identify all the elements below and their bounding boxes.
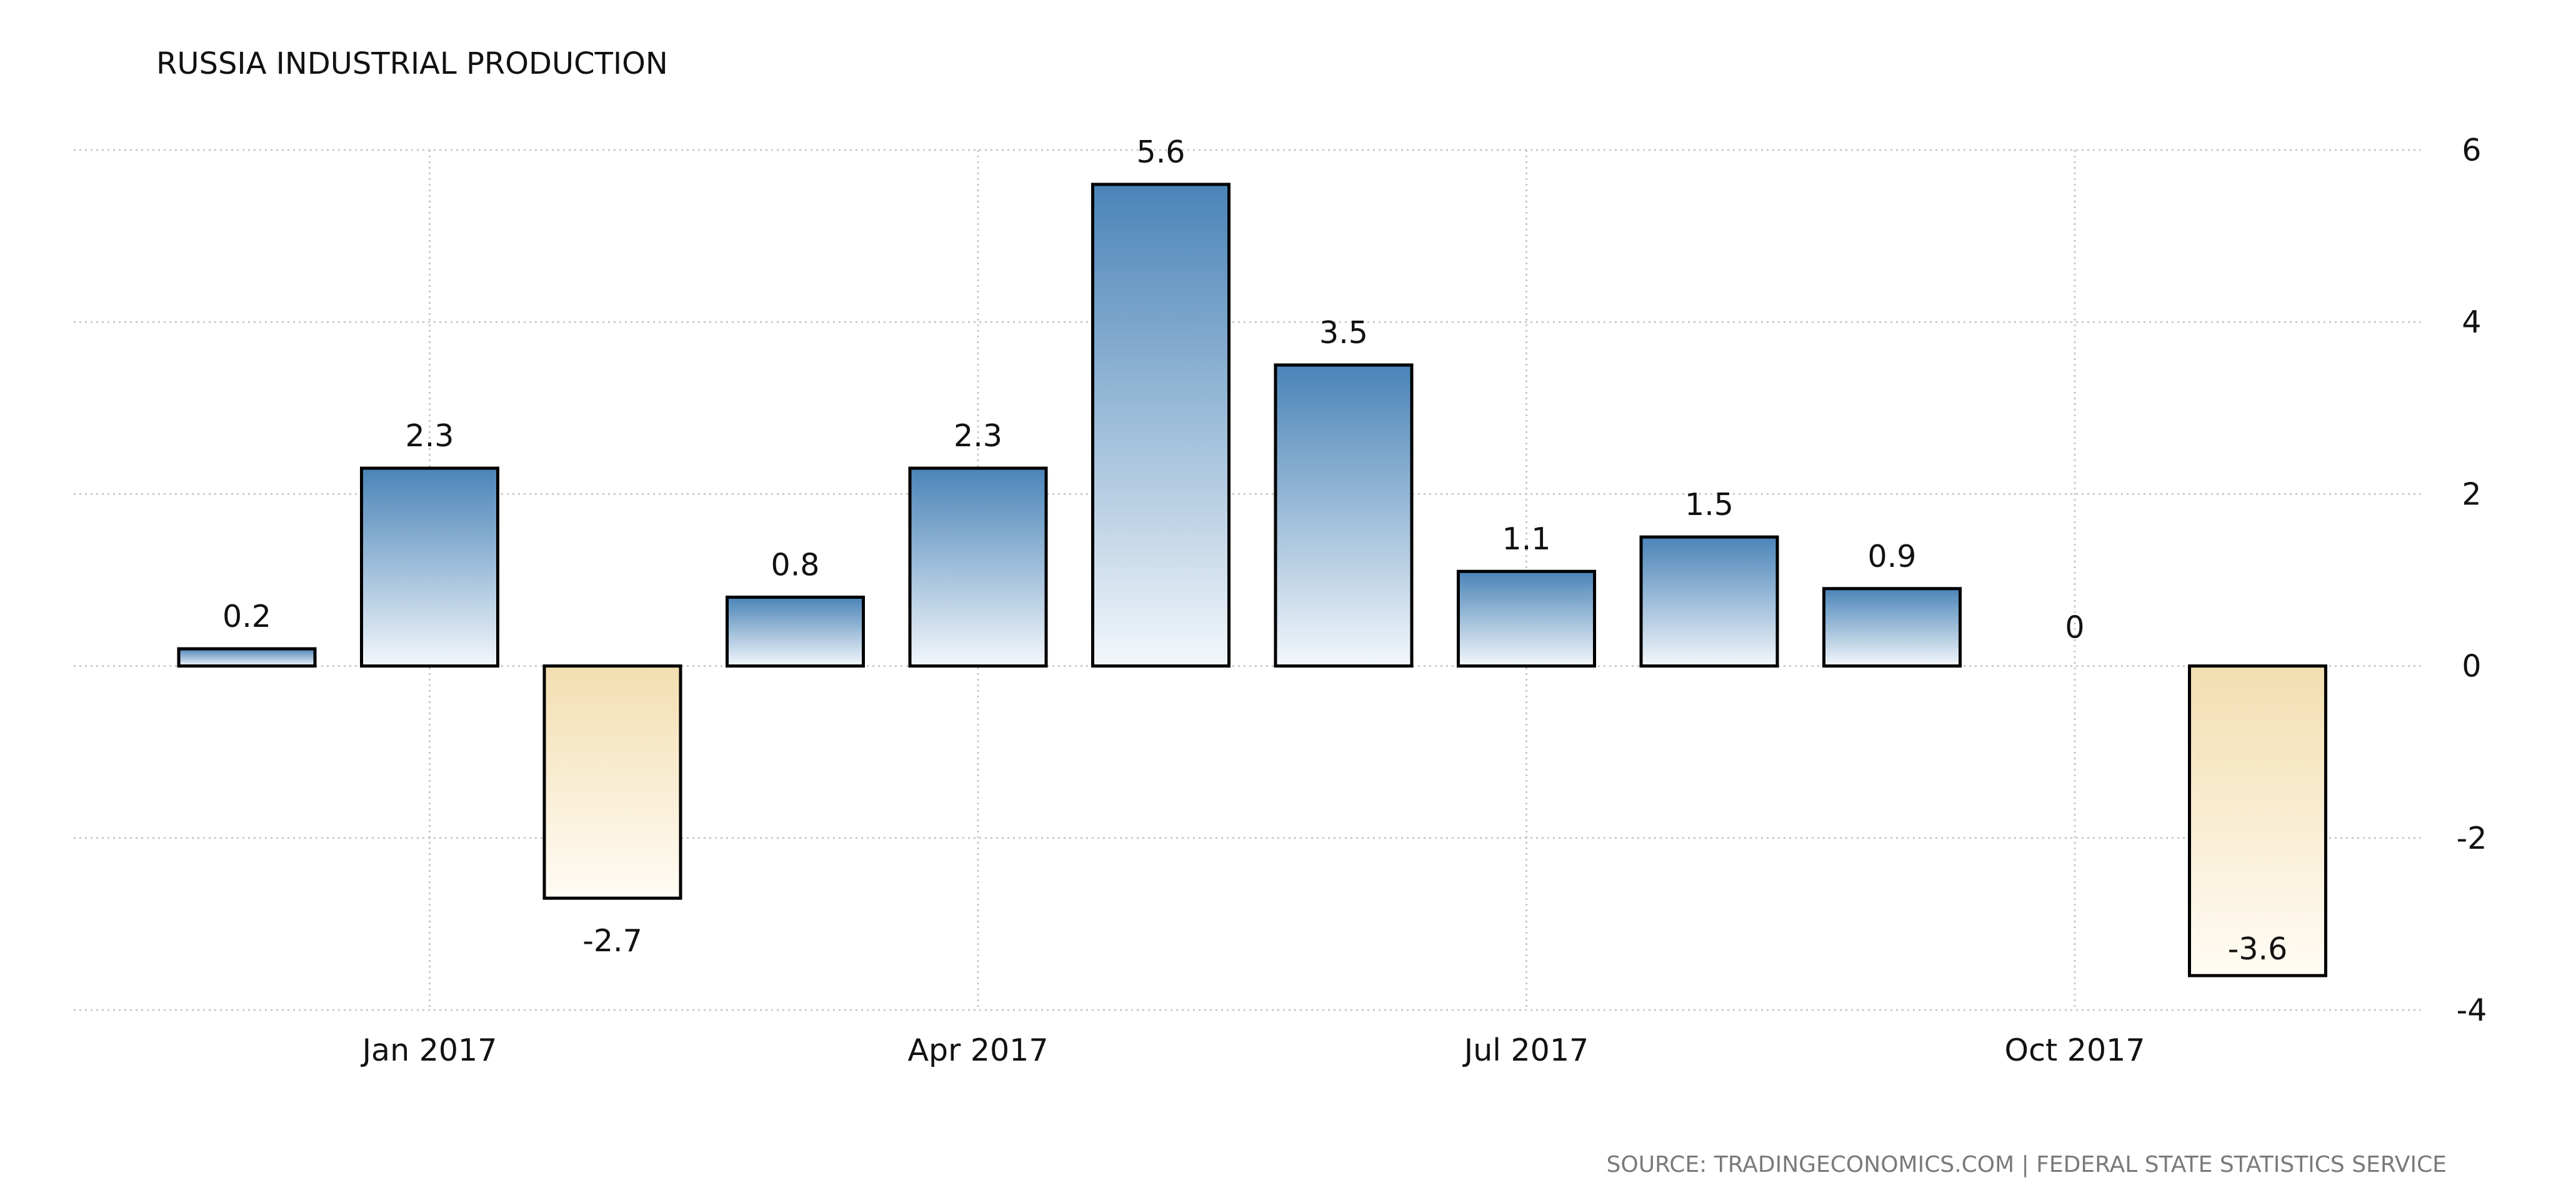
data-label: 5.6 [1137, 134, 1186, 170]
bar [2188, 664, 2327, 978]
bar [908, 466, 1048, 668]
bar [360, 466, 499, 668]
bar [1457, 569, 1596, 668]
y-tick-label: -2 [2457, 821, 2487, 856]
data-label: 0.8 [771, 548, 820, 583]
chart-title: RUSSIA INDUSTRIAL PRODUCTION [156, 46, 668, 81]
bars [177, 182, 2327, 978]
y-tick-label: -4 [2457, 992, 2487, 1028]
bar [177, 647, 317, 668]
y-axis: 6 4 2 0 -2 -4 [2457, 132, 2487, 1028]
data-label: 0 [2065, 610, 2084, 646]
data-labels: 0.2 2.3 -2.7 0.8 2.3 5.6 3.5 1.1 1.5 0.9 0 -3.6 [222, 134, 2287, 967]
data-label: -3.6 [2228, 931, 2288, 967]
data-label: 2.3 [406, 418, 454, 454]
x-tick-label: Oct 2017 [2005, 1032, 2145, 1068]
bar [1274, 363, 1414, 668]
data-label: -2.7 [582, 923, 642, 959]
y-tick-label: 2 [2462, 476, 2481, 512]
gridlines [74, 149, 2424, 1011]
x-tick-label: Apr 2017 [907, 1032, 1048, 1068]
y-tick-label: 0 [2462, 649, 2481, 684]
bar [1639, 535, 1779, 668]
x-axis: Jan 2017 Apr 2017 Jul 2017 Oct 2017 [361, 1032, 2145, 1068]
bar [1822, 587, 1962, 668]
bar [726, 596, 865, 668]
x-tick-label: Jan 2017 [361, 1032, 497, 1068]
data-label: 3.5 [1319, 315, 1368, 351]
data-label: 2.3 [954, 418, 1002, 454]
data-label: 1.1 [1502, 521, 1551, 557]
bar [542, 664, 682, 900]
data-label: 1.5 [1685, 487, 1734, 522]
x-tick-label: Jul 2017 [1462, 1032, 1589, 1068]
y-tick-label: 6 [2462, 132, 2481, 168]
bar [1091, 182, 1231, 668]
source-note: SOURCE: TRADINGECONOMICS.COM | FEDERAL S… [1607, 1152, 2447, 1178]
y-tick-label: 4 [2462, 304, 2481, 340]
data-label: 0.9 [1868, 539, 1917, 574]
data-label: 0.2 [222, 599, 271, 634]
